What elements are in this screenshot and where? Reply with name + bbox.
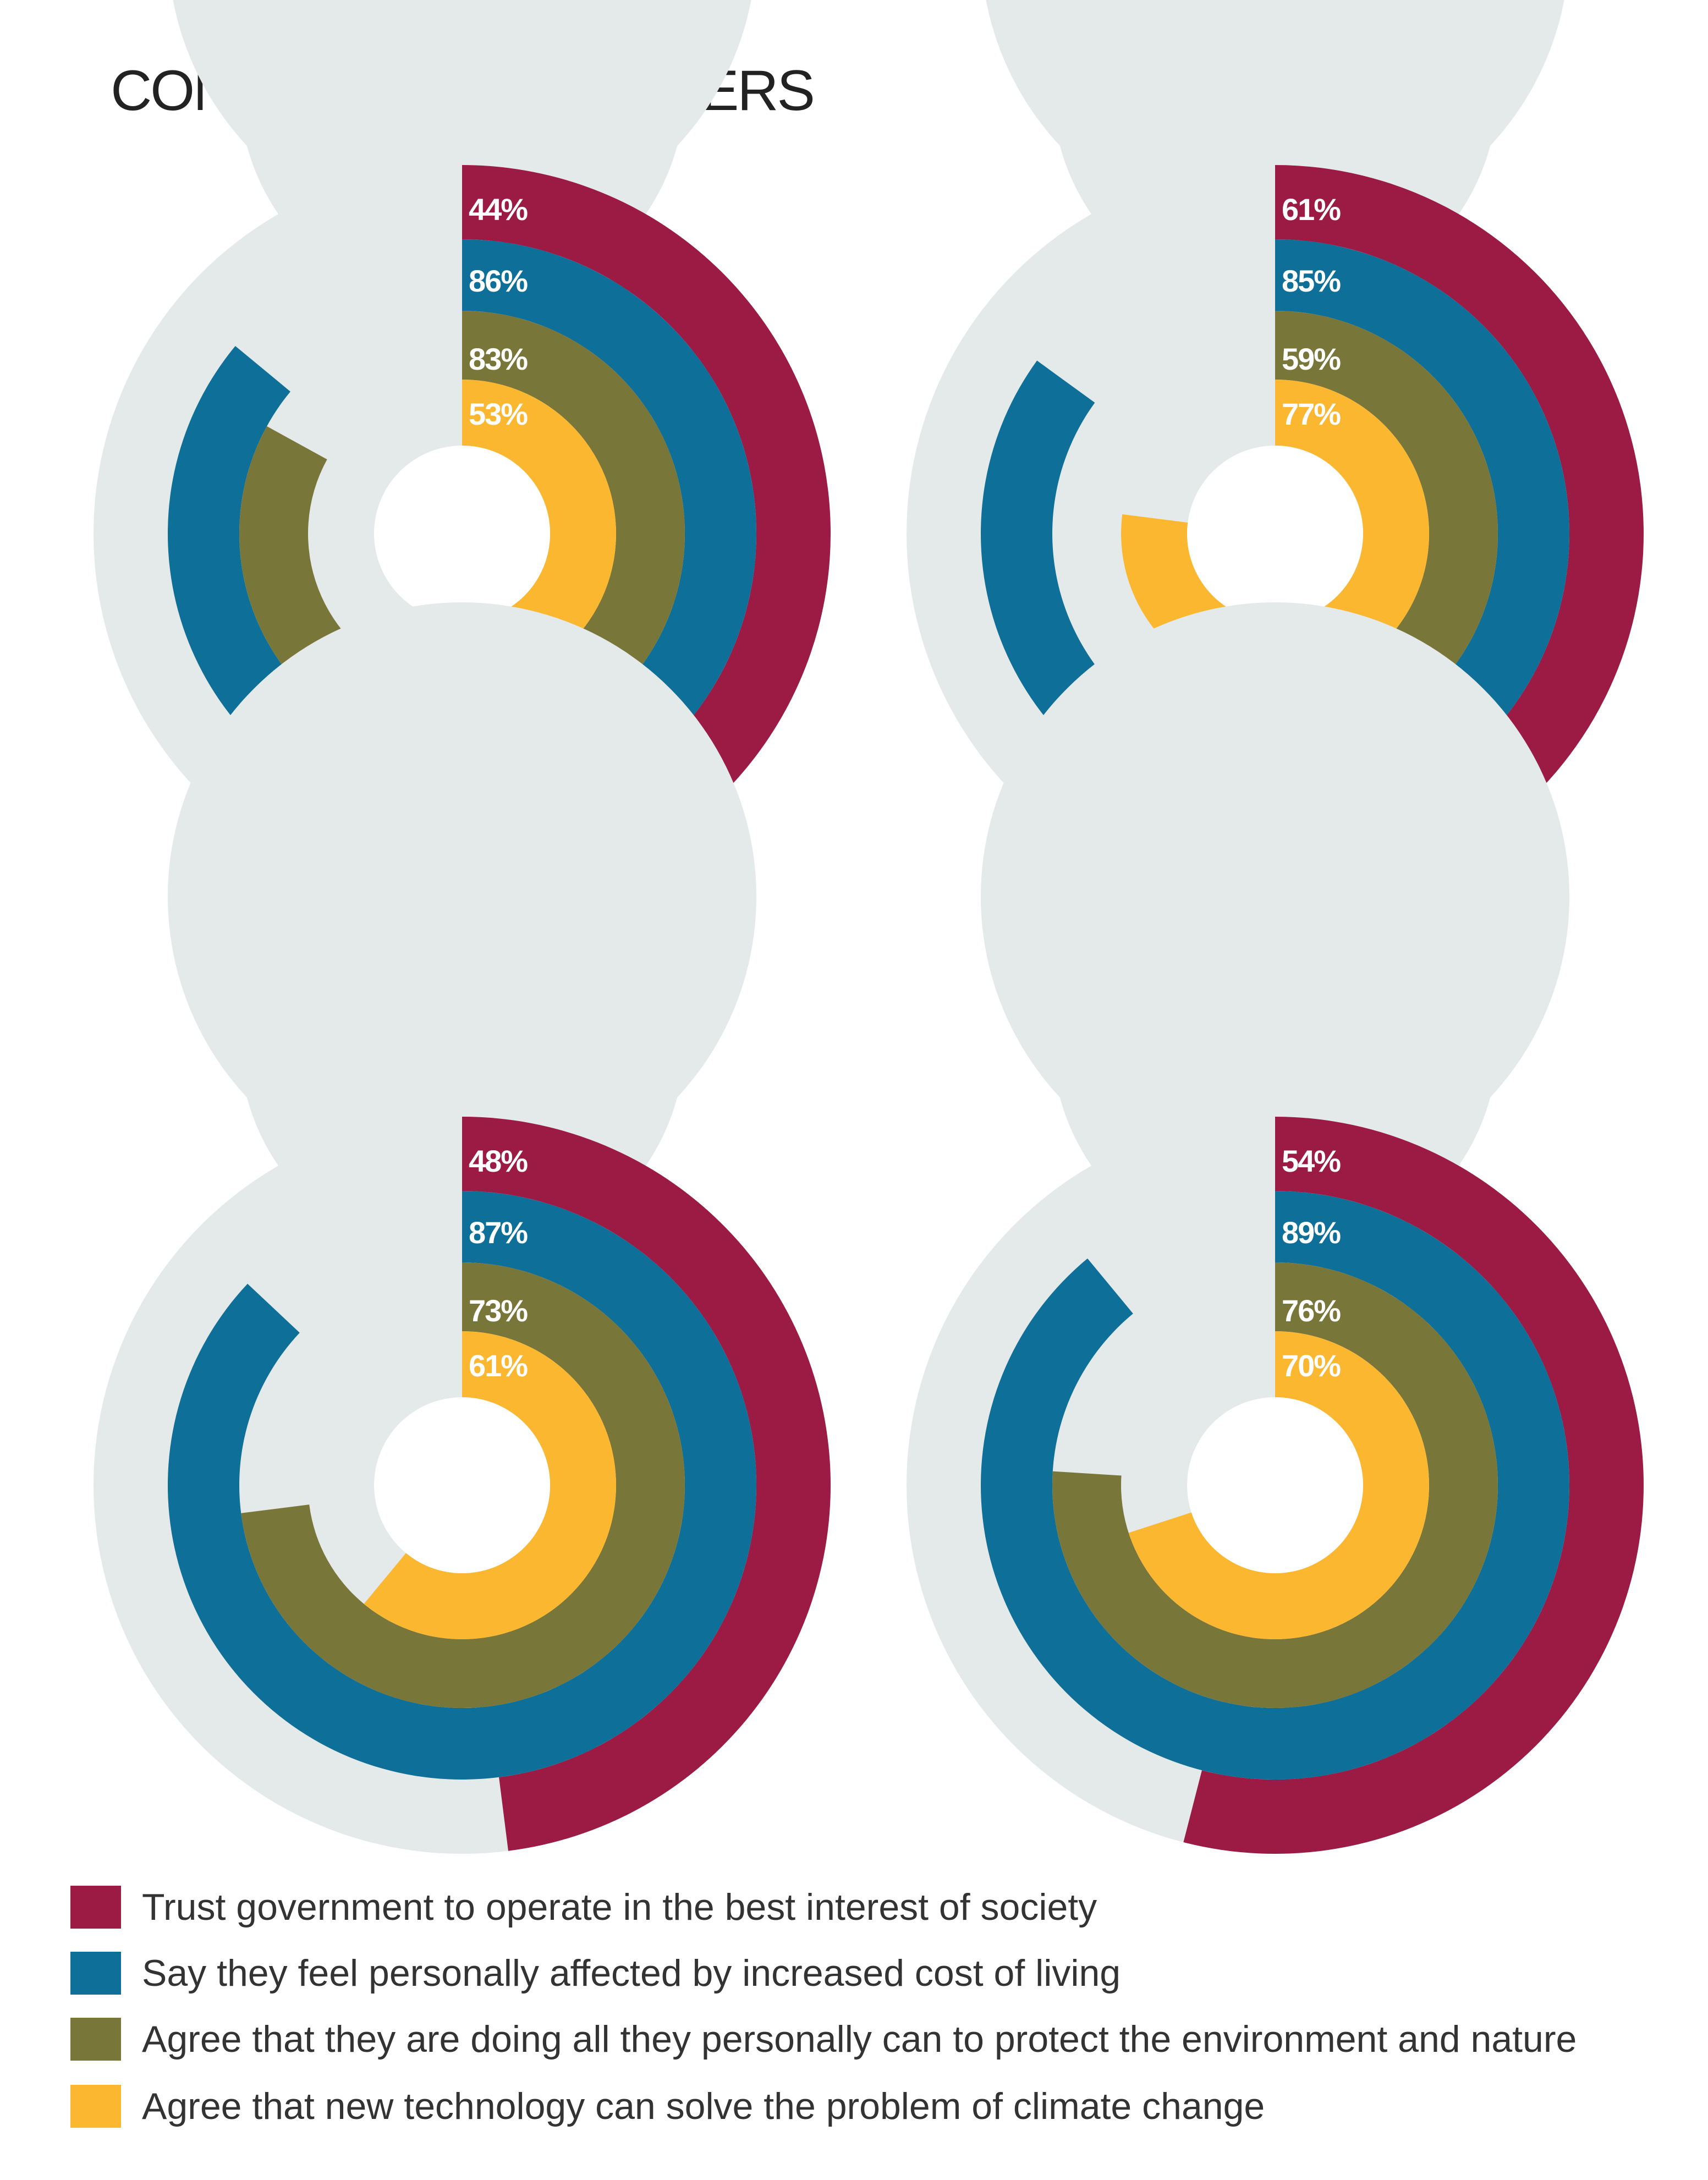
legend-swatch: [70, 2018, 121, 2061]
ring-bar: [462, 165, 831, 876]
legend-item: Agree that they are doing all they perso…: [70, 2018, 1577, 2061]
legend-swatch: [70, 1886, 121, 1929]
value-label: 73%: [469, 1293, 528, 1328]
value-label: 53%: [469, 397, 528, 431]
value-label: 89%: [1282, 1215, 1341, 1250]
value-label: 76%: [1282, 1293, 1341, 1328]
legend-item: Say they feel personally affected by inc…: [70, 1952, 1121, 1995]
center-hole: [1187, 1397, 1363, 1573]
center-hole: [1187, 446, 1363, 622]
ring-bar: [241, 1262, 685, 1708]
ring-bar: [462, 1117, 831, 1851]
radial-chart: SAVERS54%89%76%70%: [906, 602, 1644, 1854]
value-label: 83%: [469, 342, 528, 376]
ring-bar: [364, 1331, 617, 1640]
ring-bar: [1183, 1117, 1644, 1854]
ring-bar: [1128, 1331, 1429, 1639]
value-label: 61%: [469, 1348, 528, 1383]
legend-swatch: [70, 1952, 121, 1995]
value-label: 70%: [1282, 1348, 1341, 1383]
ring-bar: [1121, 380, 1429, 688]
charts-group: CONSCIOUS CONSUMERS44%86%83%53%SEEKERS61…: [93, 0, 1644, 1854]
ring-bar: [433, 380, 616, 688]
radial-chart: SUPPORTERS48%87%73%61%: [93, 602, 831, 1854]
value-label: 54%: [1282, 1144, 1341, 1178]
value-label: 85%: [1282, 263, 1341, 298]
value-label: 44%: [469, 192, 528, 227]
value-label: 48%: [469, 1144, 528, 1178]
legend-item: Agree that new technology can solve the …: [70, 2085, 1265, 2128]
value-label: 61%: [1282, 192, 1341, 227]
value-label: 77%: [1282, 397, 1341, 431]
legend-item: Trust government to operate in the best …: [70, 1886, 1097, 1929]
legend-label: Trust government to operate in the best …: [142, 1886, 1097, 1928]
legend-label: Agree that they are doing all they perso…: [142, 2018, 1577, 2060]
legend: Trust government to operate in the best …: [70, 1886, 1577, 2128]
value-label: 86%: [469, 263, 528, 298]
center-hole: [374, 1397, 550, 1573]
legend-label: Say they feel personally affected by inc…: [142, 1952, 1121, 1994]
value-label: 87%: [469, 1215, 528, 1250]
center-hole: [374, 446, 550, 622]
legend-label: Agree that new technology can solve the …: [142, 2085, 1265, 2127]
ring-bar: [1052, 1262, 1498, 1708]
legend-swatch: [70, 2085, 121, 2128]
value-label: 59%: [1282, 342, 1341, 376]
